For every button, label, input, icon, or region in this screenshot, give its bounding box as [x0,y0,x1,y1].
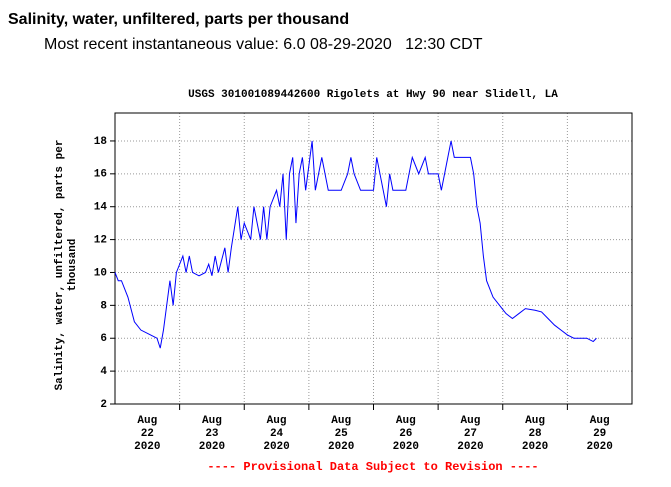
y-tick-label: 12 [94,234,107,246]
x-tick-label: 26 [399,428,412,440]
x-tick-label: Aug [267,415,287,427]
page-title: Salinity, water, unfiltered, parts per t… [8,11,349,28]
x-tick-label: 2020 [328,441,354,453]
y-tick-label: 14 [94,202,108,214]
x-tick-label: Aug [525,415,545,427]
x-tick-label: 29 [593,428,606,440]
x-tick-label: 2020 [393,441,419,453]
y-tick-label: 16 [94,169,107,181]
y-tick-label: 18 [94,136,108,148]
y-axis-label: Salinity, water, unfiltered, parts per [54,140,66,391]
data-line [114,140,597,349]
x-tick-label: Aug [331,415,351,427]
x-tick-label: 25 [335,428,349,440]
y-tick-label: 6 [100,333,107,345]
x-tick-label: Aug [137,415,157,427]
x-tick-label: 24 [270,428,284,440]
y-tick-label: 2 [100,399,107,411]
x-tick-label: 2020 [522,441,548,453]
y-tick-label: 4 [100,366,107,378]
provisional-note: ---- Provisional Data Subject to Revisio… [207,460,538,474]
x-tick-label: 22 [141,428,154,440]
x-tick-label: Aug [396,415,416,427]
x-tick-label: Aug [461,415,481,427]
x-tick-label: 2020 [586,441,612,453]
y-axis-label: thousand [67,239,79,292]
plot-frame [114,112,633,405]
chart-title: USGS 301001089442600 Rigolets at Hwy 90 … [188,89,558,101]
page-subtitle: Most recent instantaneous value: 6.0 08-… [44,36,483,53]
y-tick-label: 8 [100,300,107,312]
x-tick-label: 2020 [199,441,225,453]
x-tick-label: 23 [205,428,219,440]
x-tick-label: Aug [202,415,222,427]
x-tick-label: 2020 [457,441,483,453]
x-tick-label: Aug [590,415,610,427]
x-tick-label: 28 [528,428,542,440]
x-tick-label: 2020 [263,441,289,453]
y-tick-label: 10 [94,267,107,279]
x-tick-label: 27 [464,428,477,440]
x-tick-label: 2020 [134,441,160,453]
